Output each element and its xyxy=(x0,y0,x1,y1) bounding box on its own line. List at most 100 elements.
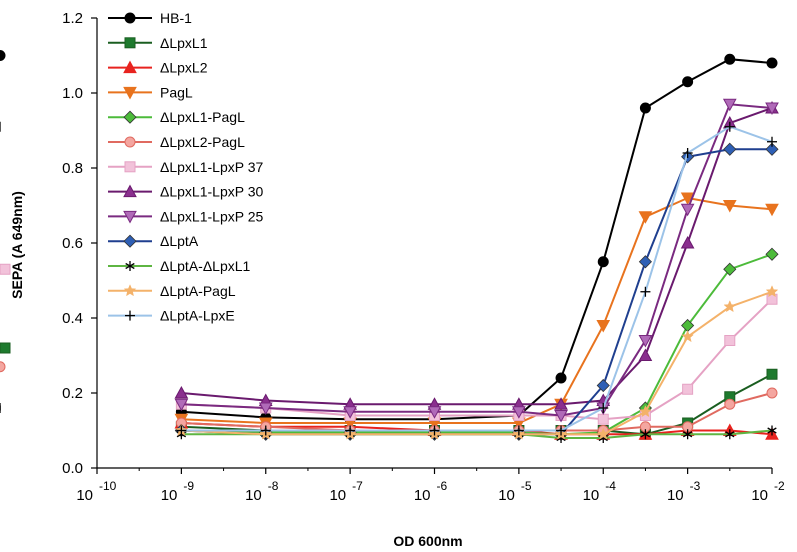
x-tick-label: 10 -8 xyxy=(245,479,279,504)
legend-item: ΔLptA-PagL xyxy=(108,283,236,299)
data-point xyxy=(724,121,735,132)
data-point xyxy=(556,425,567,436)
data-point xyxy=(176,425,187,436)
legend-label: ΔLpxL1 xyxy=(160,35,208,51)
data-point xyxy=(680,203,695,217)
x-tick-exponent: -8 xyxy=(268,479,279,493)
data-point xyxy=(638,348,653,361)
legend-marker xyxy=(125,310,135,321)
x-tick-exponent: -7 xyxy=(352,479,363,493)
data-point xyxy=(723,142,737,156)
legend-label: ΔLpxL1-LpxP 30 xyxy=(160,184,263,200)
legend-item: ΔLpxL1-LpxP 30 xyxy=(108,184,263,200)
data-point xyxy=(765,142,779,156)
legend-label: ΔLpxL1-LpxP 25 xyxy=(160,208,263,224)
data-point xyxy=(554,410,568,423)
data-point xyxy=(638,211,653,224)
data-point xyxy=(343,406,357,419)
axes: 0.00.20.40.60.81.01.210-1010-910-810-710… xyxy=(62,10,785,504)
data-point xyxy=(174,385,189,399)
data-point xyxy=(554,397,568,410)
x-tick-exponent: -5 xyxy=(521,479,532,493)
legend-item: ΔLpxL2-PagL xyxy=(108,134,245,150)
series-line xyxy=(181,103,773,417)
legend-marker xyxy=(123,210,137,224)
data-point xyxy=(682,383,694,395)
data-point xyxy=(597,413,609,425)
legend-item: PagL xyxy=(108,84,193,100)
data-point xyxy=(765,203,779,217)
x-tick-base: 10 xyxy=(76,487,93,504)
data-point xyxy=(596,378,610,393)
data-point-stroke xyxy=(640,431,651,438)
legend-item: ΔLptA-LpxE xyxy=(108,308,235,324)
data-point xyxy=(682,429,693,440)
data-point xyxy=(681,330,694,343)
x-tick-exponent: -2 xyxy=(774,479,785,493)
data-point xyxy=(766,368,778,380)
data-point xyxy=(597,256,609,268)
data-point xyxy=(596,427,610,440)
x-tick-label: 10 -3 xyxy=(667,479,701,504)
x-tick-label: 10 -5 xyxy=(498,479,532,504)
series-1 xyxy=(0,342,778,440)
data-point xyxy=(429,425,440,436)
legend-marker xyxy=(123,86,137,100)
x-tick-label: 10 -7 xyxy=(329,479,363,504)
series-layer xyxy=(0,50,779,443)
data-point xyxy=(767,136,777,147)
data-point xyxy=(724,53,736,65)
x-tick-label: 10 -9 xyxy=(161,479,195,504)
x-tick-label: 10 -2 xyxy=(751,479,785,504)
legend-label: ΔLptA-LpxE xyxy=(160,308,235,324)
x-tick-base: 10 xyxy=(667,487,684,504)
legend-item: ΔLpxL1 xyxy=(108,35,208,51)
data-point xyxy=(723,300,737,313)
x-tick-base: 10 xyxy=(245,487,262,504)
legend-label: HB-1 xyxy=(160,10,192,26)
data-point xyxy=(638,255,652,269)
data-point xyxy=(724,398,736,410)
series-line xyxy=(181,58,773,421)
series-12 xyxy=(0,121,777,436)
data-point xyxy=(638,335,653,348)
data-point xyxy=(596,320,611,333)
x-tick-base: 10 xyxy=(751,487,768,504)
data-point xyxy=(639,102,651,114)
y-axis-title: SEPA (A 649nm) xyxy=(9,191,25,299)
legend-label: ΔLptA xyxy=(160,233,199,249)
data-point xyxy=(640,429,651,440)
legend-marker xyxy=(123,60,137,74)
x-tick-exponent: -3 xyxy=(690,479,701,493)
y-tick-label: 0.2 xyxy=(62,385,83,402)
data-point xyxy=(680,235,695,249)
legend-marker xyxy=(123,184,137,198)
legend-item: ΔLpxL1-LpxP 25 xyxy=(108,208,263,224)
x-tick-label: 10 -6 xyxy=(414,479,448,504)
x-tick-base: 10 xyxy=(583,487,600,504)
data-point xyxy=(0,342,11,354)
data-point xyxy=(513,425,524,436)
data-point xyxy=(345,425,356,436)
data-point xyxy=(723,262,737,276)
data-point xyxy=(0,50,6,61)
x-tick-exponent: -6 xyxy=(437,479,448,493)
data-point xyxy=(765,102,779,116)
data-point xyxy=(722,200,737,213)
y-tick-label: 0.8 xyxy=(62,160,83,177)
legend-marker xyxy=(123,284,137,297)
y-tick-label: 0.0 xyxy=(62,460,83,477)
data-point xyxy=(682,148,693,158)
y-tick-label: 0.6 xyxy=(62,235,83,252)
data-point xyxy=(766,387,778,399)
data-point xyxy=(427,406,442,419)
data-point-stroke xyxy=(682,431,693,438)
legend-item: ΔLpxL1-LpxP 37 xyxy=(108,159,263,175)
legend-marker xyxy=(124,37,136,49)
x-tick-exponent: -10 xyxy=(99,479,117,493)
x-tick-label: 10 -10 xyxy=(76,479,116,504)
legend-label: ΔLpxL2 xyxy=(160,60,208,76)
data-point xyxy=(512,406,526,419)
legend-marker xyxy=(124,136,136,148)
